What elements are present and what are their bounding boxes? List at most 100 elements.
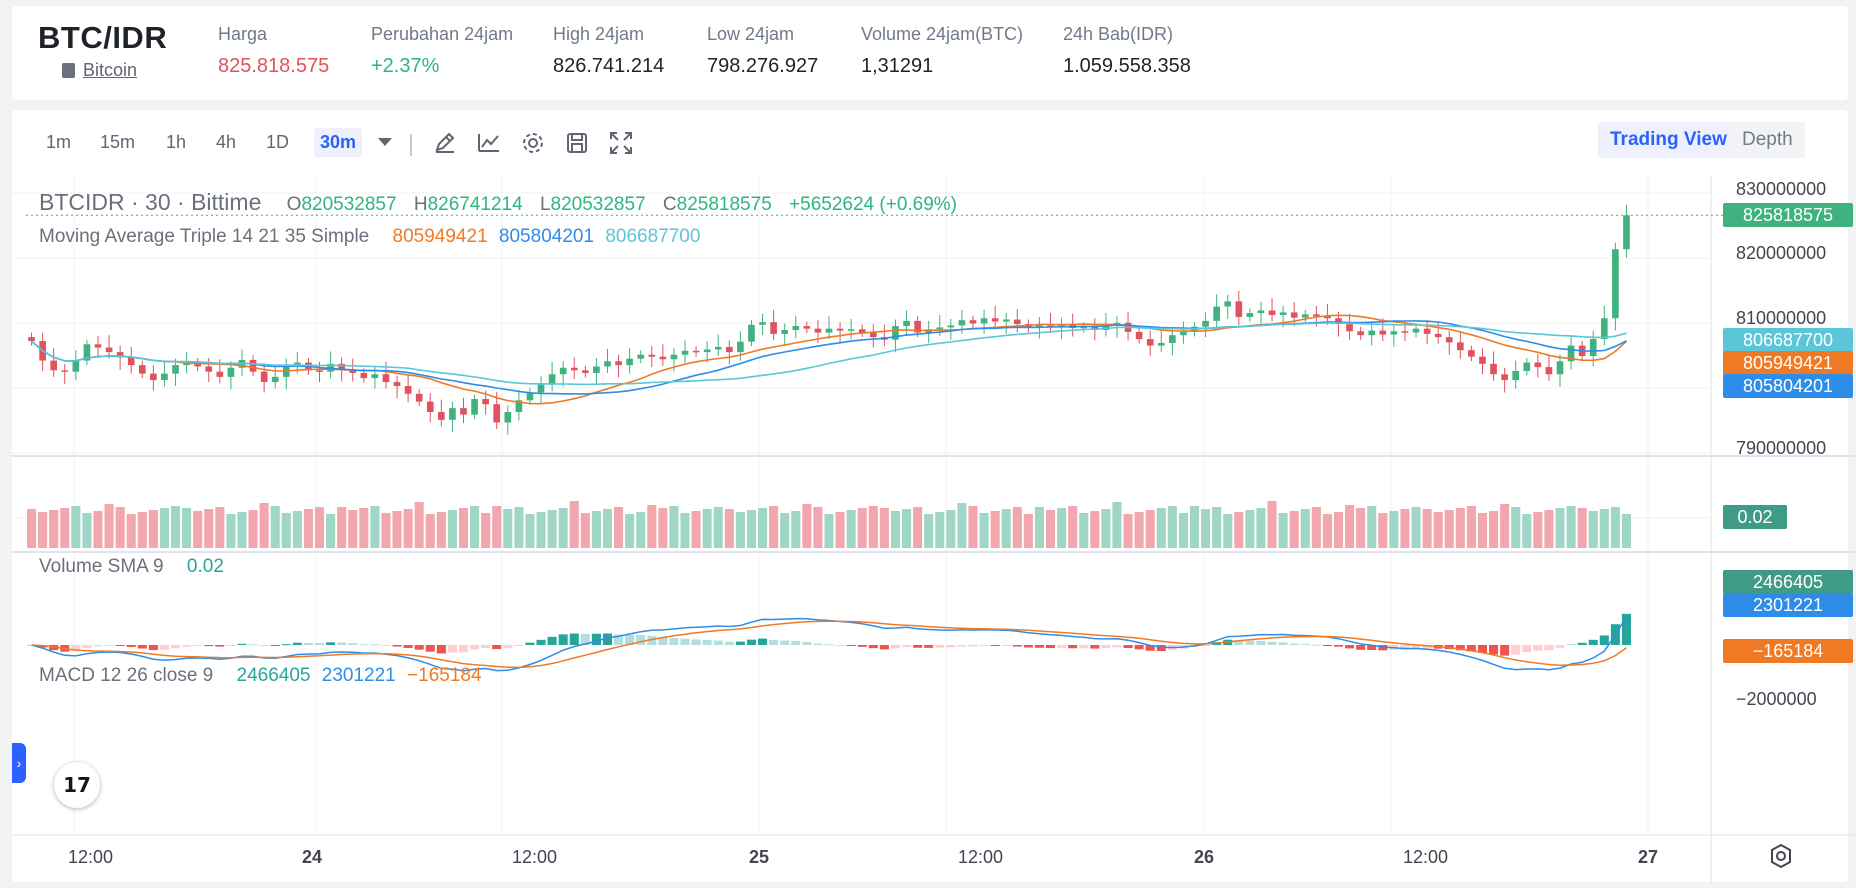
axis-settings-icon[interactable] xyxy=(1768,843,1794,869)
macd-histogram-bar xyxy=(702,640,712,645)
timeframe-30m[interactable]: 30m xyxy=(314,128,363,157)
time-tick: 12:00 xyxy=(958,847,1004,867)
macd-histogram-bar xyxy=(514,645,524,646)
ma35-tag: 806687700 xyxy=(1723,328,1853,352)
volume-bar xyxy=(1045,510,1056,548)
time-tick: 12:00 xyxy=(512,847,558,867)
macd-histogram-bar xyxy=(204,645,214,647)
chart-panel: 1m 15m 1h 4h 1D 30m Trading View Depth xyxy=(12,110,1848,882)
chart-canvas[interactable] xyxy=(12,175,1856,885)
timeframe-1d[interactable]: 1D xyxy=(266,132,290,152)
candle-body xyxy=(216,371,224,377)
volume-bar xyxy=(913,507,923,548)
candle-body xyxy=(404,385,412,394)
candle-body xyxy=(1445,337,1453,343)
timeframe-4h[interactable]: 4h xyxy=(216,132,237,152)
macd-histogram-bar xyxy=(647,635,657,645)
macd-histogram-bar xyxy=(791,641,801,645)
candle-body xyxy=(858,329,866,333)
volume-bar xyxy=(536,512,546,548)
volume-bar xyxy=(259,503,269,548)
candle-body xyxy=(493,404,501,423)
volume-bar xyxy=(1145,510,1155,548)
candle-body xyxy=(836,328,844,331)
candle-body xyxy=(1534,362,1542,368)
volume-bar xyxy=(60,508,70,548)
tab-depth[interactable]: Depth xyxy=(1730,122,1805,158)
volume-bar xyxy=(82,513,92,548)
candle-body xyxy=(1457,342,1464,351)
candle-body xyxy=(205,366,213,372)
time-tick: 26 xyxy=(1194,847,1215,867)
tab-trading-view[interactable]: Trading View xyxy=(1598,122,1739,158)
timeframe-1h[interactable]: 1h xyxy=(166,132,187,152)
macd-value: 2466405 xyxy=(236,665,311,686)
timeframe-1m[interactable]: 1m xyxy=(46,132,72,152)
volume-bar xyxy=(237,512,247,548)
stat-change: Perubahan 24jam +2.37% xyxy=(371,24,513,78)
volume-bar xyxy=(1411,507,1421,548)
stat-value: 1.059.558.358 xyxy=(1063,55,1191,77)
indicator-icon[interactable] xyxy=(476,130,502,156)
coin-link-label[interactable]: Bitcoin xyxy=(83,60,138,80)
macd-histogram-bar xyxy=(1023,645,1033,648)
macd-histogram-bar xyxy=(602,633,613,645)
tradingview-logo[interactable]: 17 xyxy=(54,762,100,808)
volume-bar xyxy=(470,506,480,548)
candle-body xyxy=(548,374,556,385)
candle-body xyxy=(1501,374,1508,381)
macd-histogram-bar xyxy=(569,633,579,645)
macd-histogram-bar xyxy=(846,645,856,646)
candle-body xyxy=(814,328,822,333)
macd-histogram-bar xyxy=(1034,645,1044,648)
candle-body xyxy=(1235,301,1243,317)
volume-bar xyxy=(1311,507,1321,548)
stat-idr-volume: 24h Bab(IDR) 1.059.558.358 xyxy=(1063,24,1191,78)
candle-body xyxy=(1390,331,1398,335)
macd-histogram-bar xyxy=(1555,645,1565,648)
macd-histogram-bar xyxy=(835,645,845,646)
candle-body xyxy=(482,399,489,405)
volume-bar xyxy=(1289,511,1299,548)
volume-bar xyxy=(326,514,336,548)
volume-bar xyxy=(602,509,613,548)
macd-histogram-bar xyxy=(503,645,513,649)
macd-histogram-bar xyxy=(1068,645,1078,649)
volume-bar xyxy=(1367,506,1377,548)
candle-body xyxy=(1368,330,1376,336)
fullscreen-icon[interactable] xyxy=(608,130,634,156)
candle-body xyxy=(415,393,423,402)
high-value: 826741214 xyxy=(427,194,523,215)
market-header: BTC/IDR Bitcoin Harga 825.818.575 Peruba… xyxy=(12,6,1848,100)
ohlc-open: O820532857 xyxy=(287,194,403,215)
ma-legend: Moving Average Triple 14 21 35 Simple 80… xyxy=(39,226,706,248)
volume-bar xyxy=(724,509,734,548)
volume-bar xyxy=(1333,512,1344,548)
save-icon[interactable] xyxy=(564,130,590,156)
gear-icon[interactable] xyxy=(520,130,546,156)
candle-body xyxy=(969,320,977,324)
candlestick-chart[interactable]: BTCIDR · 30 · Bittime O820532857 H826741… xyxy=(12,175,1856,885)
volume-bar xyxy=(1455,508,1465,548)
pencil-icon[interactable] xyxy=(432,130,458,156)
stat-label: 24h Bab(IDR) xyxy=(1063,24,1174,44)
candle-body xyxy=(1246,313,1254,317)
low-value: 820532857 xyxy=(550,194,646,215)
coin-link[interactable]: Bitcoin xyxy=(62,60,167,81)
volume-bar xyxy=(1489,511,1499,548)
candle-body xyxy=(294,362,301,366)
macd-histogram-bar xyxy=(713,640,723,645)
chevron-right-icon[interactable]: › xyxy=(12,743,26,783)
volume-bar xyxy=(193,511,203,548)
candle-body xyxy=(1589,339,1597,357)
chevron-down-icon[interactable] xyxy=(378,138,392,146)
volume-bar xyxy=(1023,514,1033,548)
macd-histogram-bar xyxy=(769,639,779,645)
timeframe-15m[interactable]: 15m xyxy=(100,132,136,152)
volume-bar xyxy=(580,513,590,548)
candle-body xyxy=(515,400,523,413)
macd-histogram-bar xyxy=(226,645,236,646)
volume-bar xyxy=(890,511,900,548)
candle-body xyxy=(1623,215,1630,250)
volume-bar xyxy=(1012,507,1022,548)
